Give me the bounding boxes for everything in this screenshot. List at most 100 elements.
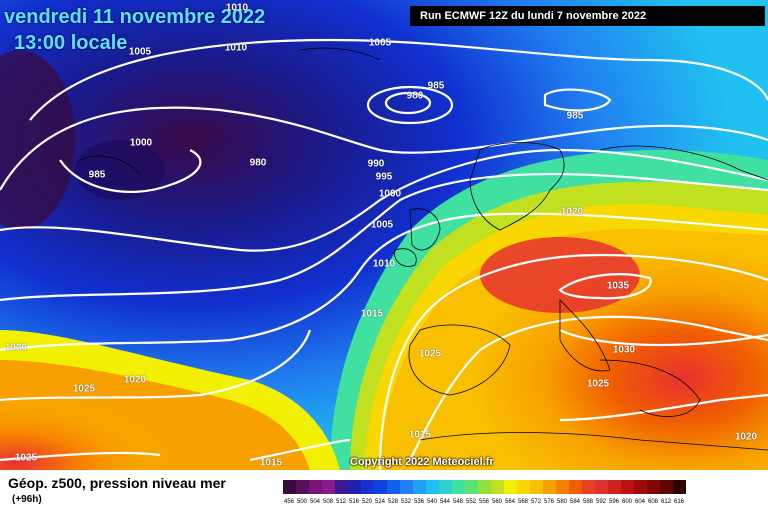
isobar-label: 1000 bbox=[129, 137, 153, 149]
isobar-lines bbox=[0, 38, 768, 470]
isobar-label: 1025 bbox=[418, 348, 442, 360]
swatch-label: 588 bbox=[583, 499, 594, 505]
isobar-label: 995 bbox=[375, 171, 393, 183]
legend-panel: Géop. z500, pression niveau mer (+96h) 4… bbox=[0, 470, 768, 512]
color-swatch: 572 bbox=[530, 480, 543, 505]
weather-map: vendredi 11 novembre 2022 13:00 locale R… bbox=[0, 0, 768, 470]
isobar-label: 1005 bbox=[370, 219, 394, 231]
isobar-label: 1015 bbox=[360, 308, 384, 320]
swatch-label: 540 bbox=[427, 499, 438, 505]
isobar-label: 1010 bbox=[372, 258, 396, 270]
isobar-label: 1015 bbox=[259, 457, 283, 469]
swatch-label: 544 bbox=[440, 499, 451, 505]
swatch-label: 576 bbox=[544, 499, 555, 505]
isobar-label: 1005 bbox=[128, 46, 152, 58]
forecast-date: vendredi 11 novembre 2022 bbox=[4, 6, 266, 28]
color-swatch: 580 bbox=[556, 480, 569, 505]
color-swatch: 508 bbox=[322, 480, 335, 505]
color-swatch: 612 bbox=[660, 480, 673, 505]
isobar-label: 1015 bbox=[408, 429, 432, 441]
legend-subtitle: (+96h) bbox=[12, 494, 42, 505]
isobar-label: 1000 bbox=[378, 188, 402, 200]
color-swatch: 616 bbox=[673, 480, 686, 505]
swatch-label: 592 bbox=[596, 499, 607, 505]
swatch-label: 456 bbox=[284, 499, 295, 505]
swatch-label: 580 bbox=[557, 499, 568, 505]
coastlines bbox=[79, 47, 768, 451]
legend-title: Géop. z500, pression niveau mer bbox=[8, 475, 226, 491]
swatch-label: 584 bbox=[570, 499, 581, 505]
isobar-label: 985 bbox=[566, 110, 584, 122]
isobar-label: 1025 bbox=[72, 383, 96, 395]
color-swatch: 556 bbox=[478, 480, 491, 505]
isobar-label: 1025 bbox=[586, 378, 610, 390]
swatch-label: 568 bbox=[518, 499, 529, 505]
color-swatch: 576 bbox=[543, 480, 556, 505]
isobar-label: 980 bbox=[249, 157, 267, 169]
color-swatch: 456 bbox=[283, 480, 296, 505]
color-swatch: 564 bbox=[504, 480, 517, 505]
color-swatch: 544 bbox=[439, 480, 452, 505]
swatch-label: 604 bbox=[635, 499, 646, 505]
swatch-label: 572 bbox=[531, 499, 542, 505]
color-swatch: 532 bbox=[400, 480, 413, 505]
isobar-label: 1020 bbox=[4, 342, 28, 354]
swatch-label: 600 bbox=[622, 499, 633, 505]
swatch-label: 516 bbox=[349, 499, 360, 505]
isobar-label: 1005 bbox=[368, 37, 392, 49]
swatch-label: 512 bbox=[336, 499, 347, 505]
isobar-label: 1030 bbox=[612, 344, 636, 356]
swatch-label: 500 bbox=[297, 499, 308, 505]
isobar-label: 985 bbox=[427, 80, 445, 92]
color-swatch: 528 bbox=[387, 480, 400, 505]
map-canvas bbox=[0, 0, 768, 470]
color-swatch: 600 bbox=[621, 480, 634, 505]
color-swatch: 548 bbox=[452, 480, 465, 505]
isobar-label: 985 bbox=[88, 169, 106, 181]
swatch-label: 556 bbox=[479, 499, 490, 505]
isobar-label: 1020 bbox=[560, 206, 584, 218]
swatch-label: 520 bbox=[362, 499, 373, 505]
color-swatch: 540 bbox=[426, 480, 439, 505]
forecast-time: 13:00 locale bbox=[14, 32, 128, 54]
swatch-label: 552 bbox=[466, 499, 477, 505]
swatch-label: 532 bbox=[401, 499, 412, 505]
isobar-label: 990 bbox=[367, 158, 385, 170]
isobar-label: 1025 bbox=[14, 452, 38, 464]
color-swatch: 568 bbox=[517, 480, 530, 505]
swatch-label: 528 bbox=[388, 499, 399, 505]
color-swatch: 584 bbox=[569, 480, 582, 505]
color-swatch: 524 bbox=[374, 480, 387, 505]
isobar-label: 980 bbox=[406, 90, 424, 102]
color-swatch: 592 bbox=[595, 480, 608, 505]
swatch-label: 536 bbox=[414, 499, 425, 505]
swatch-label: 548 bbox=[453, 499, 464, 505]
swatch-label: 612 bbox=[661, 499, 672, 505]
swatch-label: 616 bbox=[674, 499, 685, 505]
color-swatch: 604 bbox=[634, 480, 647, 505]
swatch-label: 596 bbox=[609, 499, 620, 505]
isobar-label: 1035 bbox=[606, 280, 630, 292]
color-scale: 456 500 504 508 512 516 520 524 528 532 536 540 544 5… bbox=[283, 480, 686, 505]
swatch-label: 504 bbox=[310, 499, 321, 505]
swatch-label: 564 bbox=[505, 499, 516, 505]
isobar-label: 1020 bbox=[734, 431, 758, 443]
color-swatch: 512 bbox=[335, 480, 348, 505]
swatch-label: 608 bbox=[648, 499, 659, 505]
run-info: Run ECMWF 12Z du lundi 7 novembre 2022 bbox=[410, 6, 765, 26]
swatch-label: 524 bbox=[375, 499, 386, 505]
color-swatch: 500 bbox=[296, 480, 309, 505]
color-swatch: 596 bbox=[608, 480, 621, 505]
swatch-label: 560 bbox=[492, 499, 503, 505]
color-swatch: 608 bbox=[647, 480, 660, 505]
isobar-label: 1020 bbox=[123, 374, 147, 386]
isobar-label: 1010 bbox=[224, 42, 248, 54]
color-swatch: 516 bbox=[348, 480, 361, 505]
color-swatch: 588 bbox=[582, 480, 595, 505]
color-swatch: 552 bbox=[465, 480, 478, 505]
color-swatch: 504 bbox=[309, 480, 322, 505]
copyright-text: Copyright 2022 Meteociel.fr bbox=[350, 456, 494, 468]
isobar-label: 1010 bbox=[225, 2, 249, 14]
color-swatch: 536 bbox=[413, 480, 426, 505]
color-swatch: 560 bbox=[491, 480, 504, 505]
